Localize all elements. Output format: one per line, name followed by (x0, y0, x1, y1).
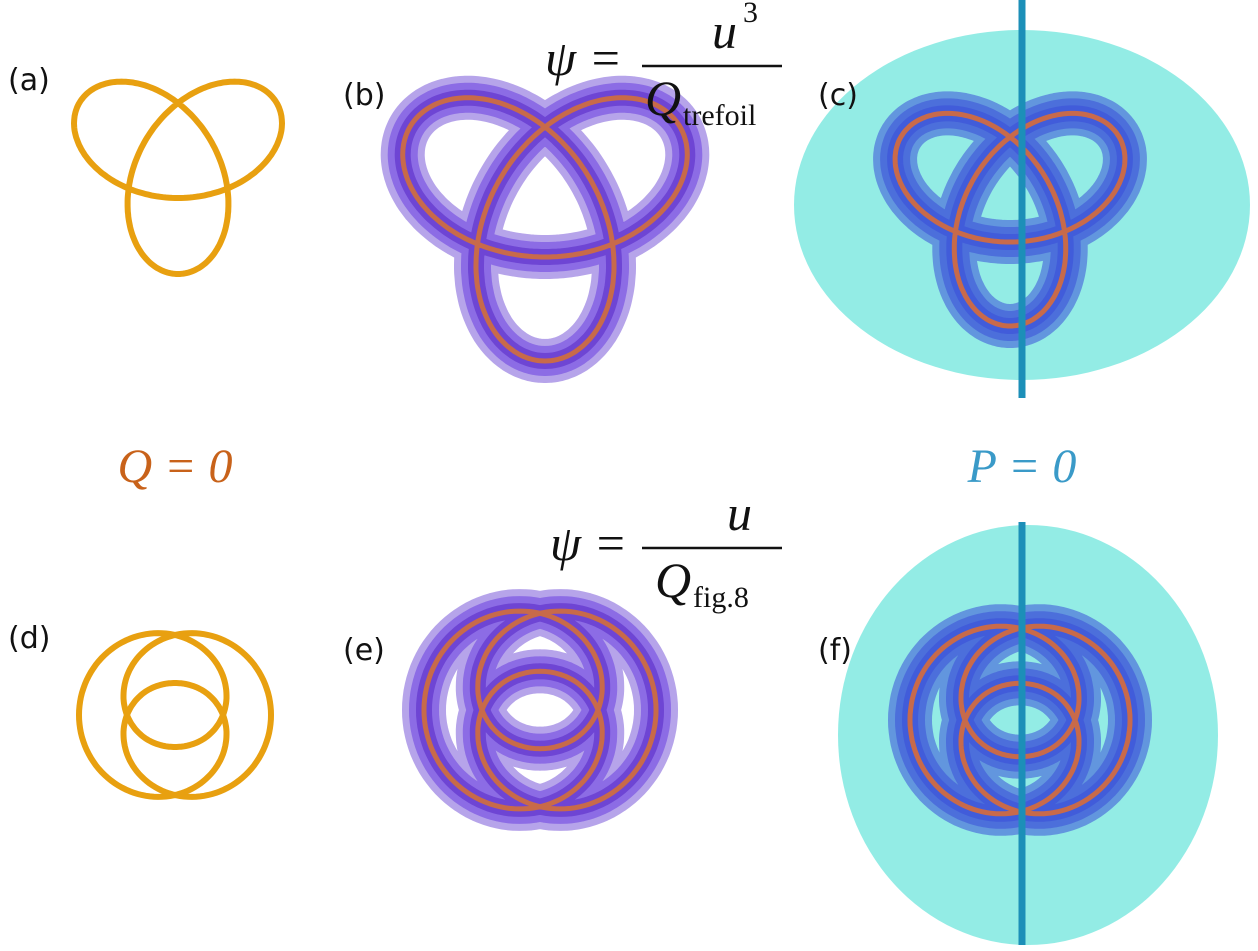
equation-subscript: trefoil (683, 99, 756, 132)
panel-label: (d) (8, 621, 50, 656)
p-condition: P = 0 (967, 440, 1077, 493)
figure: (a) (b) (c) (d) (e) (f) ψ = u 3 Q trefoi… (0, 0, 1258, 951)
panel-label: (b) (343, 78, 385, 113)
isosurface-tube (424, 611, 656, 809)
panel-label: (e) (343, 633, 385, 668)
figure-eight-knot (79, 633, 271, 797)
equation-lhs: ψ = (550, 515, 627, 571)
panel-label: (c) (818, 78, 858, 113)
panel-label: (a) (8, 63, 50, 98)
trefoil-knot (74, 82, 282, 274)
equation-subscript: fig.8 (693, 581, 749, 614)
equation-lhs: ψ = (545, 30, 622, 86)
equation-exponent: 3 (743, 0, 758, 29)
isosurface-tube (403, 98, 688, 361)
equation-numerator: u (712, 3, 737, 59)
panel-label: (f) (818, 633, 852, 668)
q-condition: Q = 0 (117, 440, 232, 493)
equation-denominator: Q (645, 70, 681, 126)
equation-denominator: Q (655, 552, 691, 608)
equation-numerator: u (727, 485, 752, 541)
